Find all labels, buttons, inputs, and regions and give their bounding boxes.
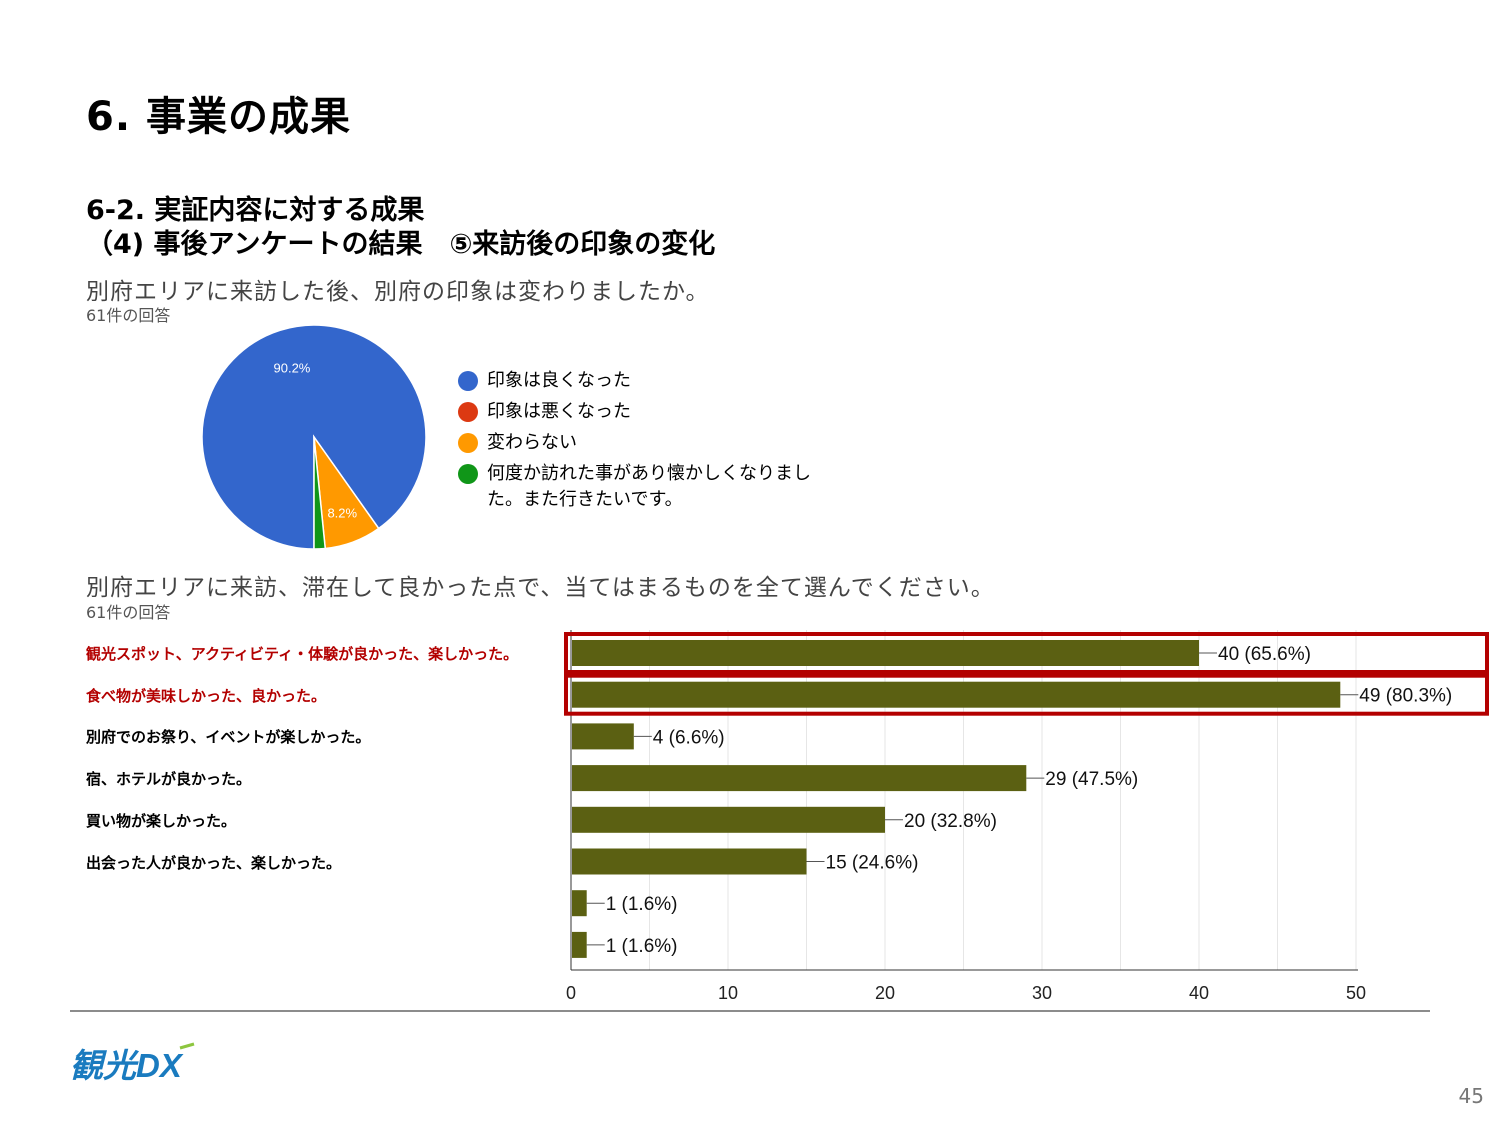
category-label-5: 出会った人が良かった、楽しかった。 bbox=[86, 853, 342, 872]
bar-response-count: 61件の回答 bbox=[86, 603, 171, 622]
bar-data-label-0: 40 (65.6%) bbox=[1218, 644, 1311, 665]
bar-chart: 0 10 20 30 40 50 40 (65.6%) 49 (80.3%) 4 (6.6%) 2… bbox=[564, 630, 1489, 1003]
bar-data-label-2: 4 (6.6%) bbox=[653, 727, 725, 748]
bar-question: 別府エリアに来訪、滞在して良かった点で、当てはまるものを全て選んでください。 bbox=[86, 575, 995, 601]
bar-0 bbox=[572, 640, 1199, 666]
bar-data-label-6: 1 (1.6%) bbox=[606, 894, 678, 915]
x-tick-label: 40 bbox=[1189, 983, 1209, 1003]
legend-label: 変わらない bbox=[487, 432, 577, 453]
bar-1 bbox=[572, 681, 1341, 708]
bar-4 bbox=[572, 806, 885, 833]
legend-label: 印象は悪くなった bbox=[487, 401, 631, 422]
bar-6 bbox=[572, 890, 587, 917]
category-label-4: 買い物が楽しかった。 bbox=[86, 811, 237, 830]
footer-divider bbox=[70, 1010, 1430, 1012]
category-label-0: 観光スポット、アクティビティ・体験が良かった、楽しかった。 bbox=[86, 645, 519, 663]
legend-swatch bbox=[458, 433, 478, 453]
bar-2 bbox=[572, 723, 634, 750]
section-subtitle: 6-2. 実証内容に対する成果 bbox=[86, 195, 425, 226]
x-tick-label: 30 bbox=[1032, 983, 1052, 1003]
bar-data-label-4: 20 (32.8%) bbox=[904, 811, 997, 832]
page-number: 45 bbox=[1458, 1084, 1484, 1108]
slide-title: 6. 事業の成果 bbox=[86, 94, 351, 140]
legend-label: た。また行きたいです。 bbox=[487, 489, 683, 510]
pie-chart: 90.2% 8.2% bbox=[201, 324, 427, 550]
legend-item-1: 印象は悪くなった bbox=[458, 399, 858, 425]
x-tick-label: 0 bbox=[566, 983, 576, 1003]
bar-5 bbox=[572, 848, 807, 875]
x-tick-label: 10 bbox=[718, 983, 738, 1003]
pie-response-count: 61件の回答 bbox=[86, 306, 171, 325]
category-label-1: 食べ物が美味しかった、良かった。 bbox=[86, 686, 327, 705]
bar-3 bbox=[572, 765, 1027, 792]
logo-text: 観光DX bbox=[70, 1047, 184, 1084]
section-subheading: （4) 事後アンケートの結果 ⑤来訪後の印象の変化 bbox=[86, 229, 716, 260]
kanko-dx-logo: 観光DX bbox=[70, 1042, 195, 1084]
x-tick-label: 20 bbox=[875, 983, 895, 1003]
highlight-box bbox=[564, 632, 1489, 674]
category-label-2: 別府でのお祭り、イベントが楽しかった。 bbox=[86, 728, 371, 747]
legend-item-0: 印象は良くなった bbox=[458, 368, 858, 394]
legend-item-2: 変わらない bbox=[458, 430, 858, 456]
bar-7 bbox=[572, 931, 587, 958]
x-tick-label: 50 bbox=[1346, 983, 1366, 1003]
legend-label: 何度か訪れた事があり懐かしくなりまし bbox=[487, 463, 811, 484]
legend-swatch bbox=[458, 371, 478, 391]
bar-data-label-5: 15 (24.6%) bbox=[826, 853, 919, 874]
legend-swatch bbox=[458, 402, 478, 422]
bar-data-label-3: 29 (47.5%) bbox=[1045, 769, 1138, 790]
pie-question: 別府エリアに来訪した後、別府の印象は変わりましたか。 bbox=[86, 279, 710, 305]
pie-data-label-2: 8.2% bbox=[327, 506, 357, 521]
legend-label: 印象は良くなった bbox=[487, 370, 631, 391]
pie-data-label-0: 90.2% bbox=[274, 361, 311, 376]
legend-item-3: 何度か訪れた事があり懐かしくなりまし た。また行きたいです。 bbox=[458, 461, 858, 513]
category-label-3: 宿、ホテルが良かった。 bbox=[86, 770, 252, 789]
highlight-box bbox=[564, 673, 1489, 716]
bar-data-label-1: 49 (80.3%) bbox=[1359, 686, 1452, 707]
pie-legend: 印象は良くなった 印象は悪くなった 変わらない何度か訪れた事があり懐かしくなりました… bbox=[458, 368, 858, 518]
bar-data-label-7: 1 (1.6%) bbox=[606, 936, 678, 957]
pie-slice-3 bbox=[313, 436, 327, 550]
legend-swatch bbox=[458, 464, 478, 484]
